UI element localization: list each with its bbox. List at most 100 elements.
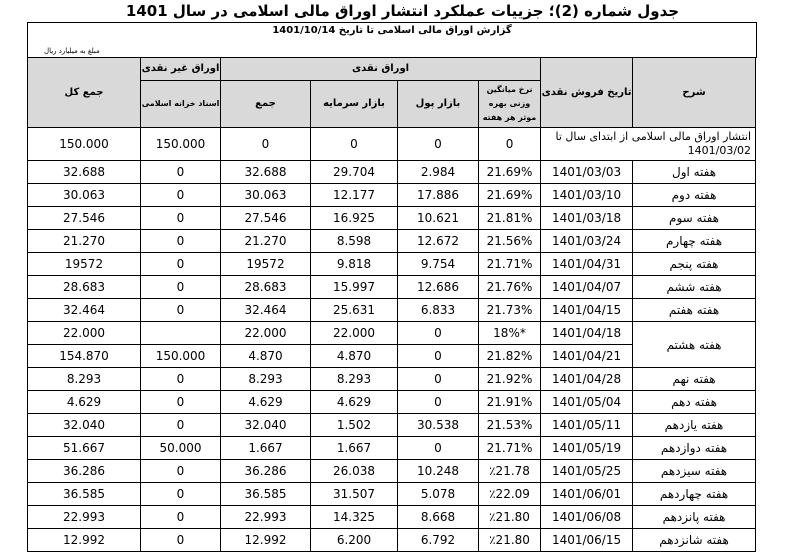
cell-capital: 8.598 <box>310 229 398 253</box>
cell-money: 0 <box>397 127 479 161</box>
cell-date: 1401/04/07 <box>540 275 634 299</box>
cell-rate: 21.91% <box>477 390 542 414</box>
cell-desc: انتشار اوراق مالی اسلامی از ابتدای سال ت… <box>540 127 757 161</box>
cell-treasury: 150.000 <box>140 127 221 161</box>
cell-rate: 21.92% <box>477 367 542 391</box>
unit-note: مبلغ به میلیارد ریال <box>44 47 100 55</box>
cell-total: 154.870 <box>27 344 141 368</box>
cell-total: 51.667 <box>27 436 141 460</box>
table-row: 32.040 0 32.040 1.502 30.538 21.53% 1401/05/11… <box>27 413 757 437</box>
cell-sum: 12.992 <box>220 528 311 552</box>
cell-treasury: 0 <box>140 206 221 230</box>
cell-sum: 8.293 <box>220 367 311 391</box>
cell-date: 1401/04/31 <box>540 252 634 276</box>
header-desc: شرح <box>632 57 757 128</box>
cell-total: 36.286 <box>27 459 141 483</box>
header-treasury: اسناد خزانه اسلامی <box>140 80 221 128</box>
cell-desc: هفته اول <box>632 160 757 184</box>
cell-capital: 29.704 <box>310 160 398 184</box>
cell-date: 1401/05/25 <box>540 459 634 483</box>
cell-treasury: 0 <box>140 275 221 299</box>
cell-capital: 9.818 <box>310 252 398 276</box>
cell-rate: ٪21.80 <box>477 528 542 552</box>
cell-sum: 36.286 <box>220 459 311 483</box>
cell-date: 1401/06/08 <box>540 505 634 529</box>
cell-desc: هفته دهم <box>632 390 757 414</box>
table-row: 4.629 0 4.629 4.629 0 21.91% 1401/05/04 هفته ده… <box>27 390 757 414</box>
cell-total: 22.993 <box>27 505 141 529</box>
cell-sum: 32.464 <box>220 298 311 322</box>
table-row: 32.688 0 32.688 29.704 2.984 21.69% 1401/03/03… <box>27 160 757 184</box>
cell-desc: هفته یازدهم <box>632 413 757 437</box>
cell-treasury: 0 <box>140 229 221 253</box>
cell-total: 32.464 <box>27 298 141 322</box>
cell-total: 8.293 <box>27 367 141 391</box>
cell-sum: 4.870 <box>220 344 311 368</box>
cell-capital: 26.038 <box>310 459 398 483</box>
table-row: 19572 0 19572 9.818 9.754 21.71% 1401/04/31 هفت… <box>27 252 757 276</box>
cell-money: 10.248 <box>397 459 479 483</box>
cell-desc: هفته پانزدهم <box>632 505 757 529</box>
cell-sum: 1.667 <box>220 436 311 460</box>
cell-capital: 14.325 <box>310 505 398 529</box>
cell-desc: هفته هفتم <box>632 298 757 322</box>
cell-capital: 12.177 <box>310 183 398 207</box>
cell-money: 0 <box>397 390 479 414</box>
cell-money: 5.078 <box>397 482 479 506</box>
report-header: گزارش اوراق مالی اسلامی تا تاریخ 1401/10… <box>27 22 757 58</box>
cell-desc: هفته سیزدهم <box>632 459 757 483</box>
cell-total: 22.000 <box>27 321 141 345</box>
cell-desc: هفته چهارم <box>632 229 757 253</box>
cell-desc: هفته دوازدهم <box>632 436 757 460</box>
cell-treasury: 150.000 <box>140 344 221 368</box>
cell-total: 12.992 <box>27 528 141 552</box>
cell-treasury: 0 <box>140 367 221 391</box>
cell-capital: 1.502 <box>310 413 398 437</box>
cell-sum: 32.688 <box>220 160 311 184</box>
cell-treasury <box>140 321 221 345</box>
table-row: 51.667 50.000 1.667 1.667 0 21.71% 1401/05/19 ه… <box>27 436 757 460</box>
cell-treasury: 0 <box>140 505 221 529</box>
cell-treasury: 0 <box>140 528 221 552</box>
cell-date: 1401/04/28 <box>540 367 634 391</box>
cell-money: 12.672 <box>397 229 479 253</box>
cell-money: 17.886 <box>397 183 479 207</box>
cell-desc: هفته چهاردهم <box>632 482 757 506</box>
cell-total: 32.688 <box>27 160 141 184</box>
cell-capital: 0 <box>310 127 398 161</box>
cell-desc: هفته شانزدهم <box>632 528 757 552</box>
table-row: 30.063 0 30.063 12.177 17.886 21.69% 1401/03/1… <box>27 183 757 207</box>
header-sum: جمع <box>220 80 311 128</box>
cell-desc: هفته پنجم <box>632 252 757 276</box>
cell-rate: ٪22.09 <box>477 482 542 506</box>
header-date: تاریخ فروش نقدی <box>540 57 634 128</box>
cell-money: 12.686 <box>397 275 479 299</box>
cell-total: 150.000 <box>27 127 141 161</box>
table-row: 36.286 0 36.286 26.038 10.248 ٪21.78 1401/05/2… <box>27 459 757 483</box>
cell-capital: 4.870 <box>310 344 398 368</box>
cell-rate: 21.69% <box>477 160 542 184</box>
cell-money: 0 <box>397 344 479 368</box>
cell-money: 0 <box>397 321 479 345</box>
cell-total: 21.270 <box>27 229 141 253</box>
table-row: 27.546 0 27.546 16.925 10.621 21.81% 1401/03/1… <box>27 206 757 230</box>
cell-sum: 28.683 <box>220 275 311 299</box>
cell-sum: 4.629 <box>220 390 311 414</box>
cell-total: 19572 <box>27 252 141 276</box>
cell-desc: هفته دوم <box>632 183 757 207</box>
header-noncash: اوراق غیر نقدی <box>140 57 221 81</box>
cell-sum: 0 <box>220 127 311 161</box>
table-row: 8.293 0 8.293 8.293 0 21.92% 1401/04/28 هفته نه… <box>27 367 757 391</box>
cell-rate: 21.53% <box>477 413 542 437</box>
table-row: 12.992 0 12.992 6.200 6.792 ٪21.80 1401/06/15 ه… <box>27 528 757 552</box>
cell-rate: 21.81% <box>477 206 542 230</box>
cell-money: 30.538 <box>397 413 479 437</box>
cell-treasury: 0 <box>140 390 221 414</box>
cell-capital: 4.629 <box>310 390 398 414</box>
table-row: 28.683 0 28.683 15.997 12.686 21.76% 1401/04/0… <box>27 275 757 299</box>
cell-treasury: 50.000 <box>140 436 221 460</box>
table-row: 22.993 0 22.993 14.325 8.668 ٪21.80 1401/06/08… <box>27 505 757 529</box>
header-total: جمع کل <box>27 57 141 128</box>
cell-money: 0 <box>397 367 479 391</box>
cell-date: 1401/06/01 <box>540 482 634 506</box>
